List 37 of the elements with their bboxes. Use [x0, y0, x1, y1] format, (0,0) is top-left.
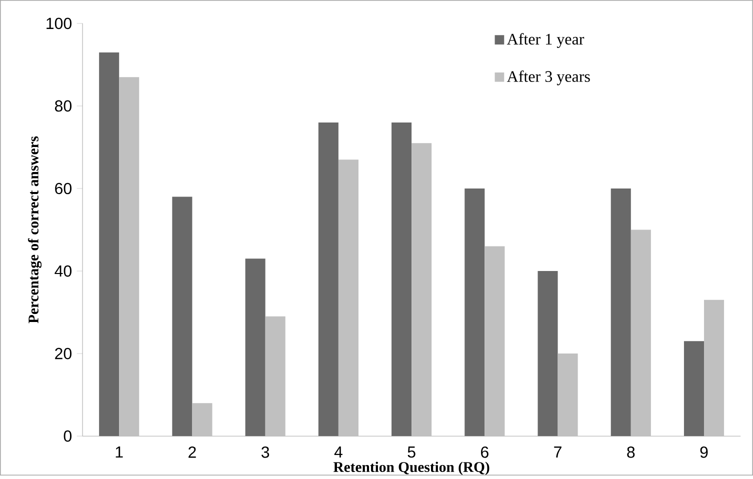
- y-tick-label: 0: [64, 430, 72, 442]
- bar: [172, 196, 192, 436]
- bar: [99, 52, 120, 436]
- bar: [610, 188, 631, 436]
- x-tick-label: 2: [188, 446, 196, 458]
- bar: [192, 402, 212, 436]
- legend-label: After 3 years: [506, 70, 590, 86]
- x-tick-label: 4: [334, 446, 342, 458]
- x-tick-label: 9: [700, 446, 708, 458]
- x-axis-title: Retention Question (RQ): [333, 461, 490, 475]
- x-tick-label: 1: [116, 446, 123, 458]
- y-tick-label: 80: [54, 100, 72, 112]
- legend-label: After 1 year: [506, 32, 584, 48]
- bar: [338, 159, 358, 436]
- bar: [392, 122, 412, 436]
- y-tick-label: 100: [46, 18, 72, 29]
- bar: [630, 230, 651, 436]
- bar: [538, 270, 558, 436]
- y-axis-title: Percentage of correct answers: [28, 136, 42, 324]
- bar: [119, 76, 140, 436]
- bar: [484, 246, 505, 436]
- bar: [704, 300, 724, 436]
- bar: [318, 122, 338, 436]
- x-tick-label: 6: [481, 446, 488, 458]
- bar: [265, 316, 286, 436]
- y-tick-label: 60: [55, 182, 72, 194]
- bar: [245, 258, 266, 436]
- x-tick-label: 3: [261, 446, 270, 458]
- bar: [684, 340, 704, 436]
- bar: [464, 188, 485, 436]
- x-tick-label: 7: [554, 446, 562, 458]
- y-tick-label: 20: [55, 348, 72, 360]
- bar: [412, 142, 432, 436]
- y-tick-label: 40: [54, 265, 72, 276]
- x-tick-label: 8: [627, 446, 635, 458]
- x-tick-label: 5: [408, 446, 416, 458]
- bar: [558, 353, 578, 436]
